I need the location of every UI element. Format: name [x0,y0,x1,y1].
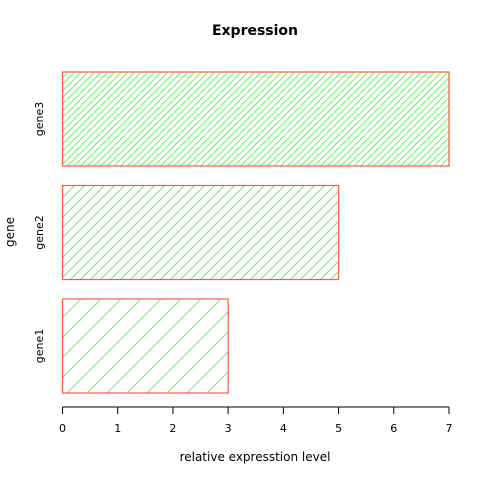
x-tick-label: 1 [114,422,121,435]
x-tick-label: 3 [225,422,232,435]
y-tick-labels: gene1 gene2 gene3 [33,102,46,364]
x-tick-label: 0 [59,422,66,435]
y-tick-label: gene3 [33,102,46,137]
x-axis: 0 1 2 3 4 5 6 7 [59,406,453,435]
x-tick-label: 2 [169,422,176,435]
bar-gene1 [61,298,229,394]
bar-group [61,71,450,394]
x-tick-label: 7 [446,422,453,435]
x-tick-label: 5 [335,422,342,435]
bar-gene3 [61,71,450,167]
y-axis-label: gene [3,217,17,247]
y-tick-label: gene1 [33,329,46,364]
chart-title: Expression [212,23,298,39]
x-tick-label: 6 [390,422,397,435]
bar-gene2 [61,184,340,281]
x-tick-label: 4 [280,422,287,435]
x-axis-label: relative expresstion level [180,450,331,464]
y-tick-label: gene2 [33,215,46,250]
